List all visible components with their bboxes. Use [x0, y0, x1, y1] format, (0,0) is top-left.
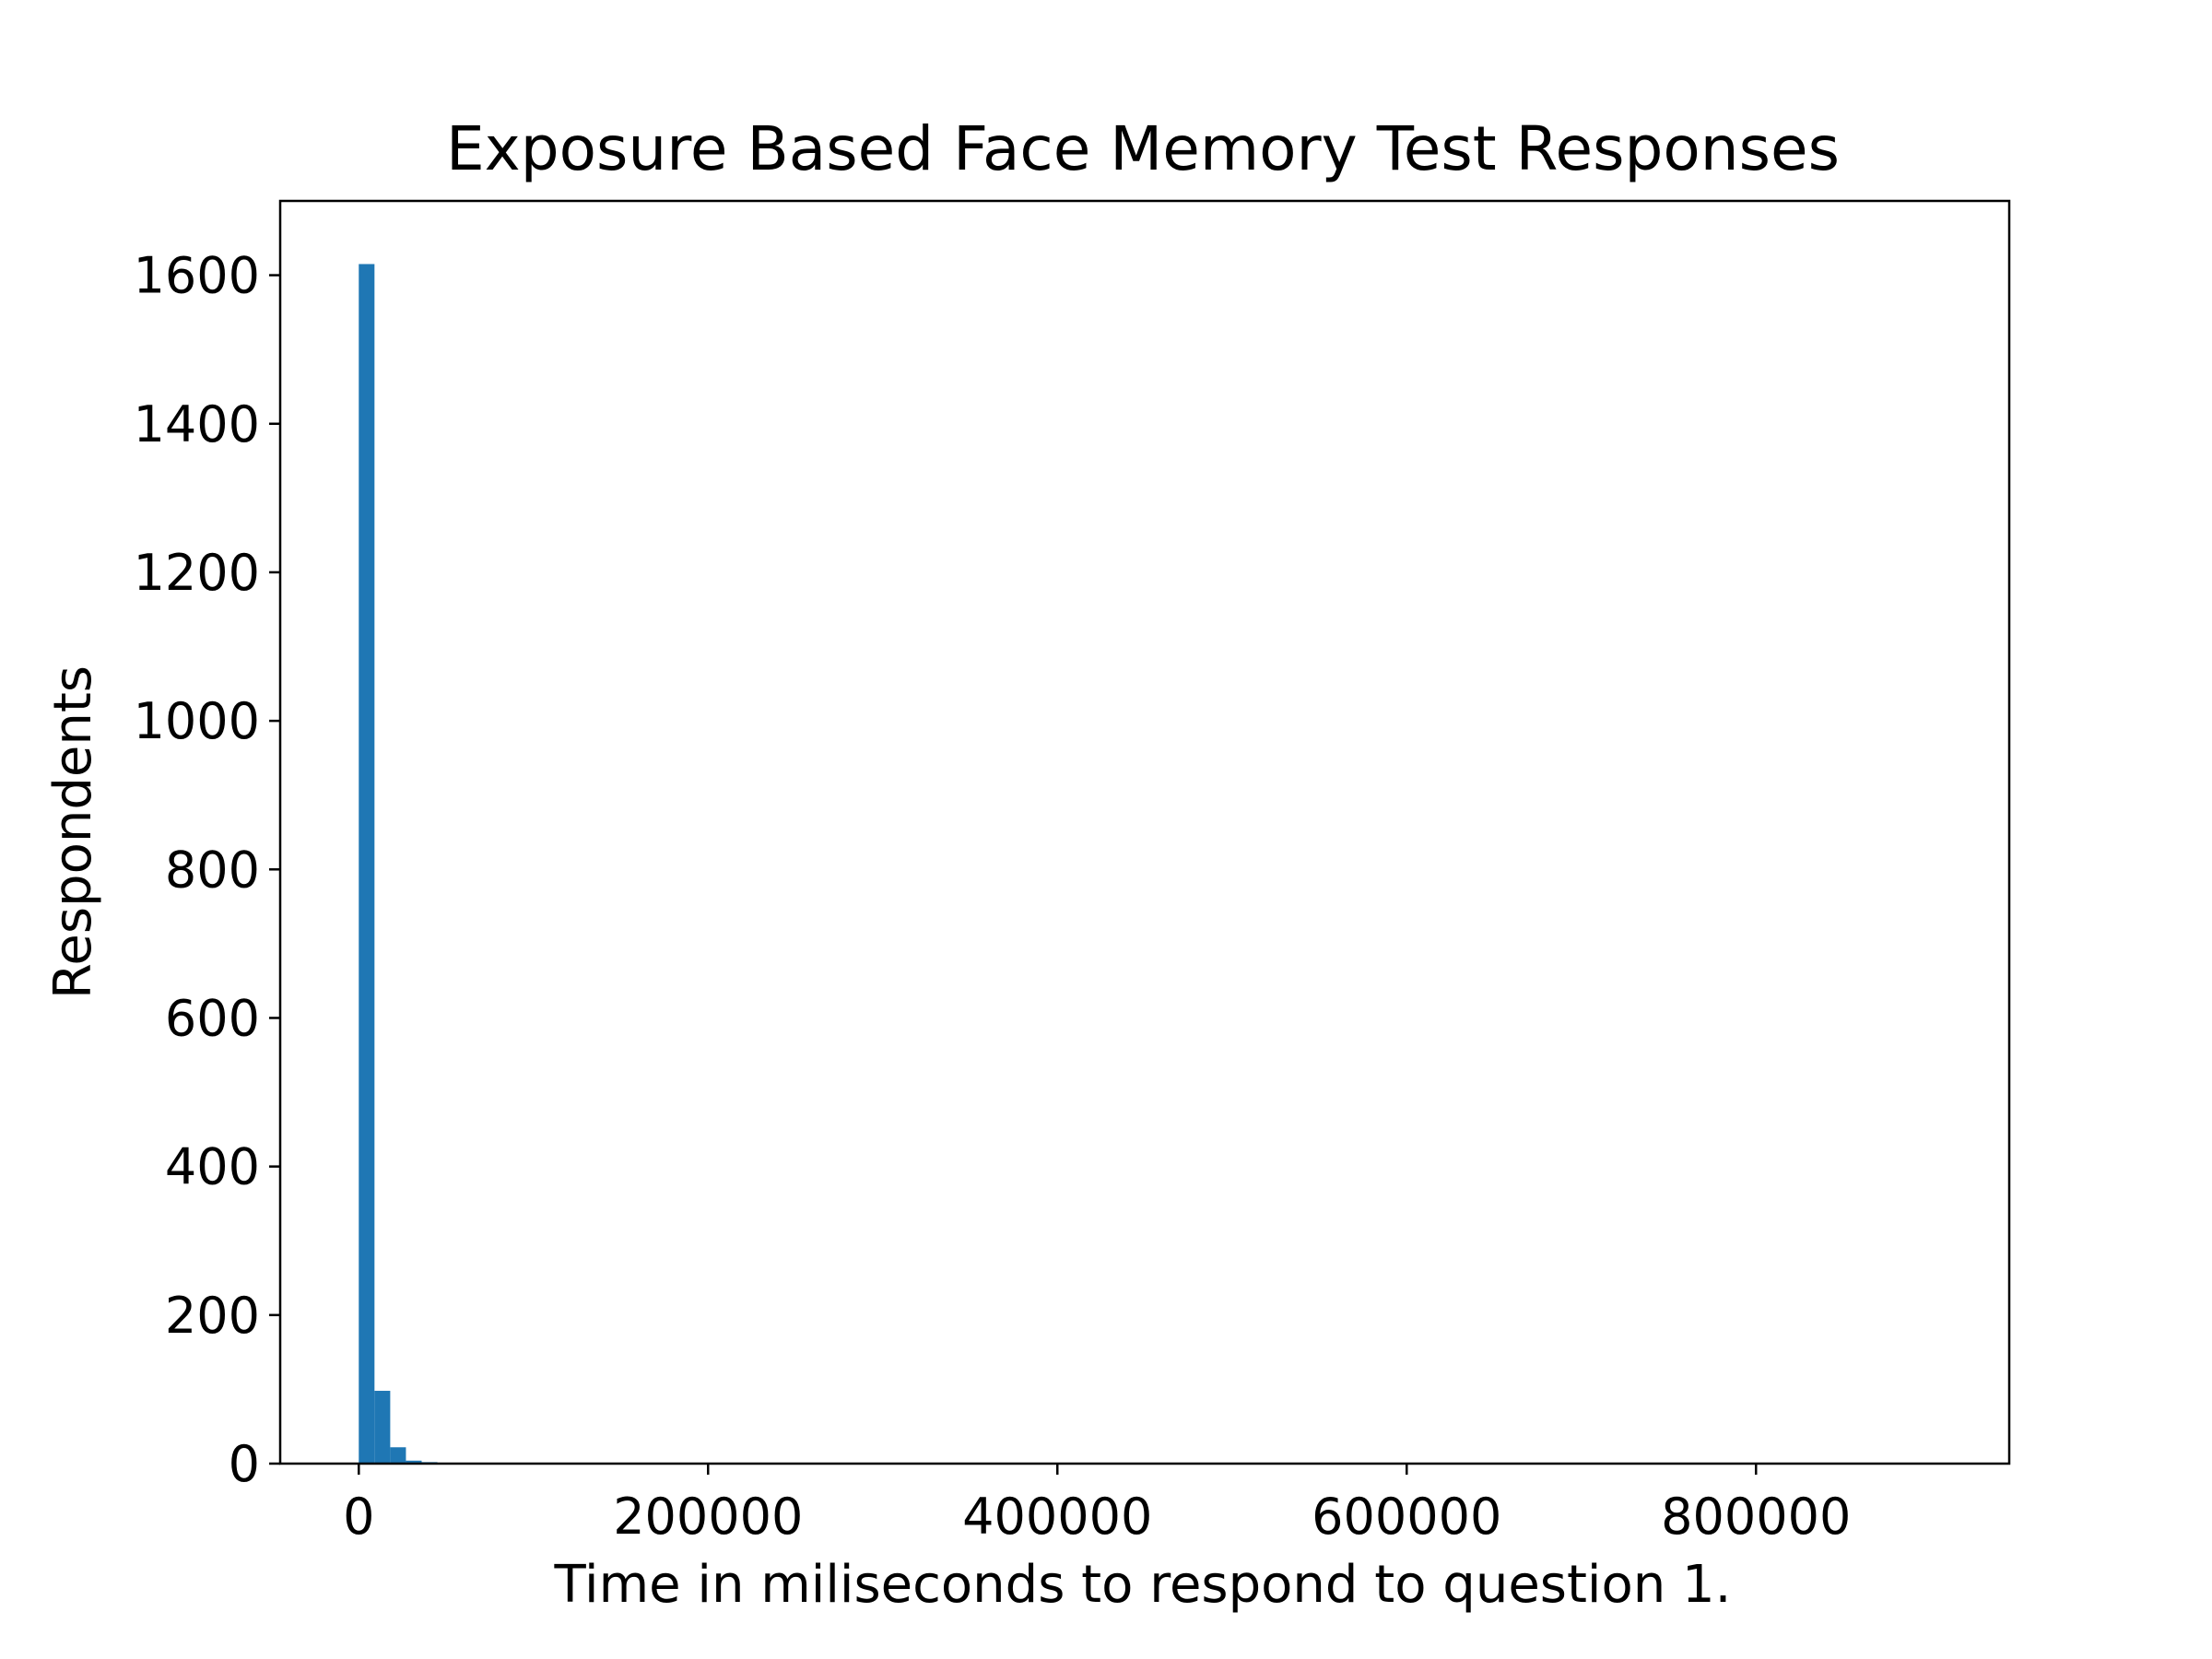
y-tick-label: 800 — [165, 841, 260, 899]
histogram-bar — [359, 264, 375, 1464]
plot-frame — [278, 199, 2011, 1465]
histogram-bar — [390, 1447, 406, 1464]
x-tick-label: 200000 — [613, 1488, 803, 1546]
x-axis-label: Time in miliseconds to respond to questi… — [554, 1555, 1732, 1615]
y-tick-label: 1600 — [134, 247, 260, 305]
x-tick-label: 400000 — [962, 1488, 1152, 1546]
y-tick-label: 400 — [165, 1138, 260, 1196]
y-axis-ticks: 0 200 400 600 800 1000 1200 1400 1600 — [134, 247, 280, 1493]
y-tick-label: 1000 — [134, 692, 260, 750]
x-tick-label: 800000 — [1661, 1488, 1851, 1546]
y-axis-label: Respondents — [43, 665, 103, 999]
y-tick-label: 1400 — [134, 395, 260, 453]
y-tick-label: 600 — [165, 989, 260, 1047]
y-tick-label: 200 — [165, 1287, 260, 1345]
x-tick-label: 0 — [343, 1488, 374, 1546]
histogram-bars — [359, 264, 910, 1464]
x-axis-ticks: 0 200000 400000 600000 800000 — [343, 1464, 1851, 1546]
x-tick-label: 600000 — [1312, 1488, 1501, 1546]
histogram-bar — [374, 1391, 391, 1464]
y-tick-label: 0 — [229, 1435, 260, 1493]
chart-title: Exposure Based Face Memory Test Response… — [446, 113, 1840, 184]
y-tick-label: 1200 — [134, 544, 260, 602]
histogram-bar — [406, 1460, 422, 1464]
